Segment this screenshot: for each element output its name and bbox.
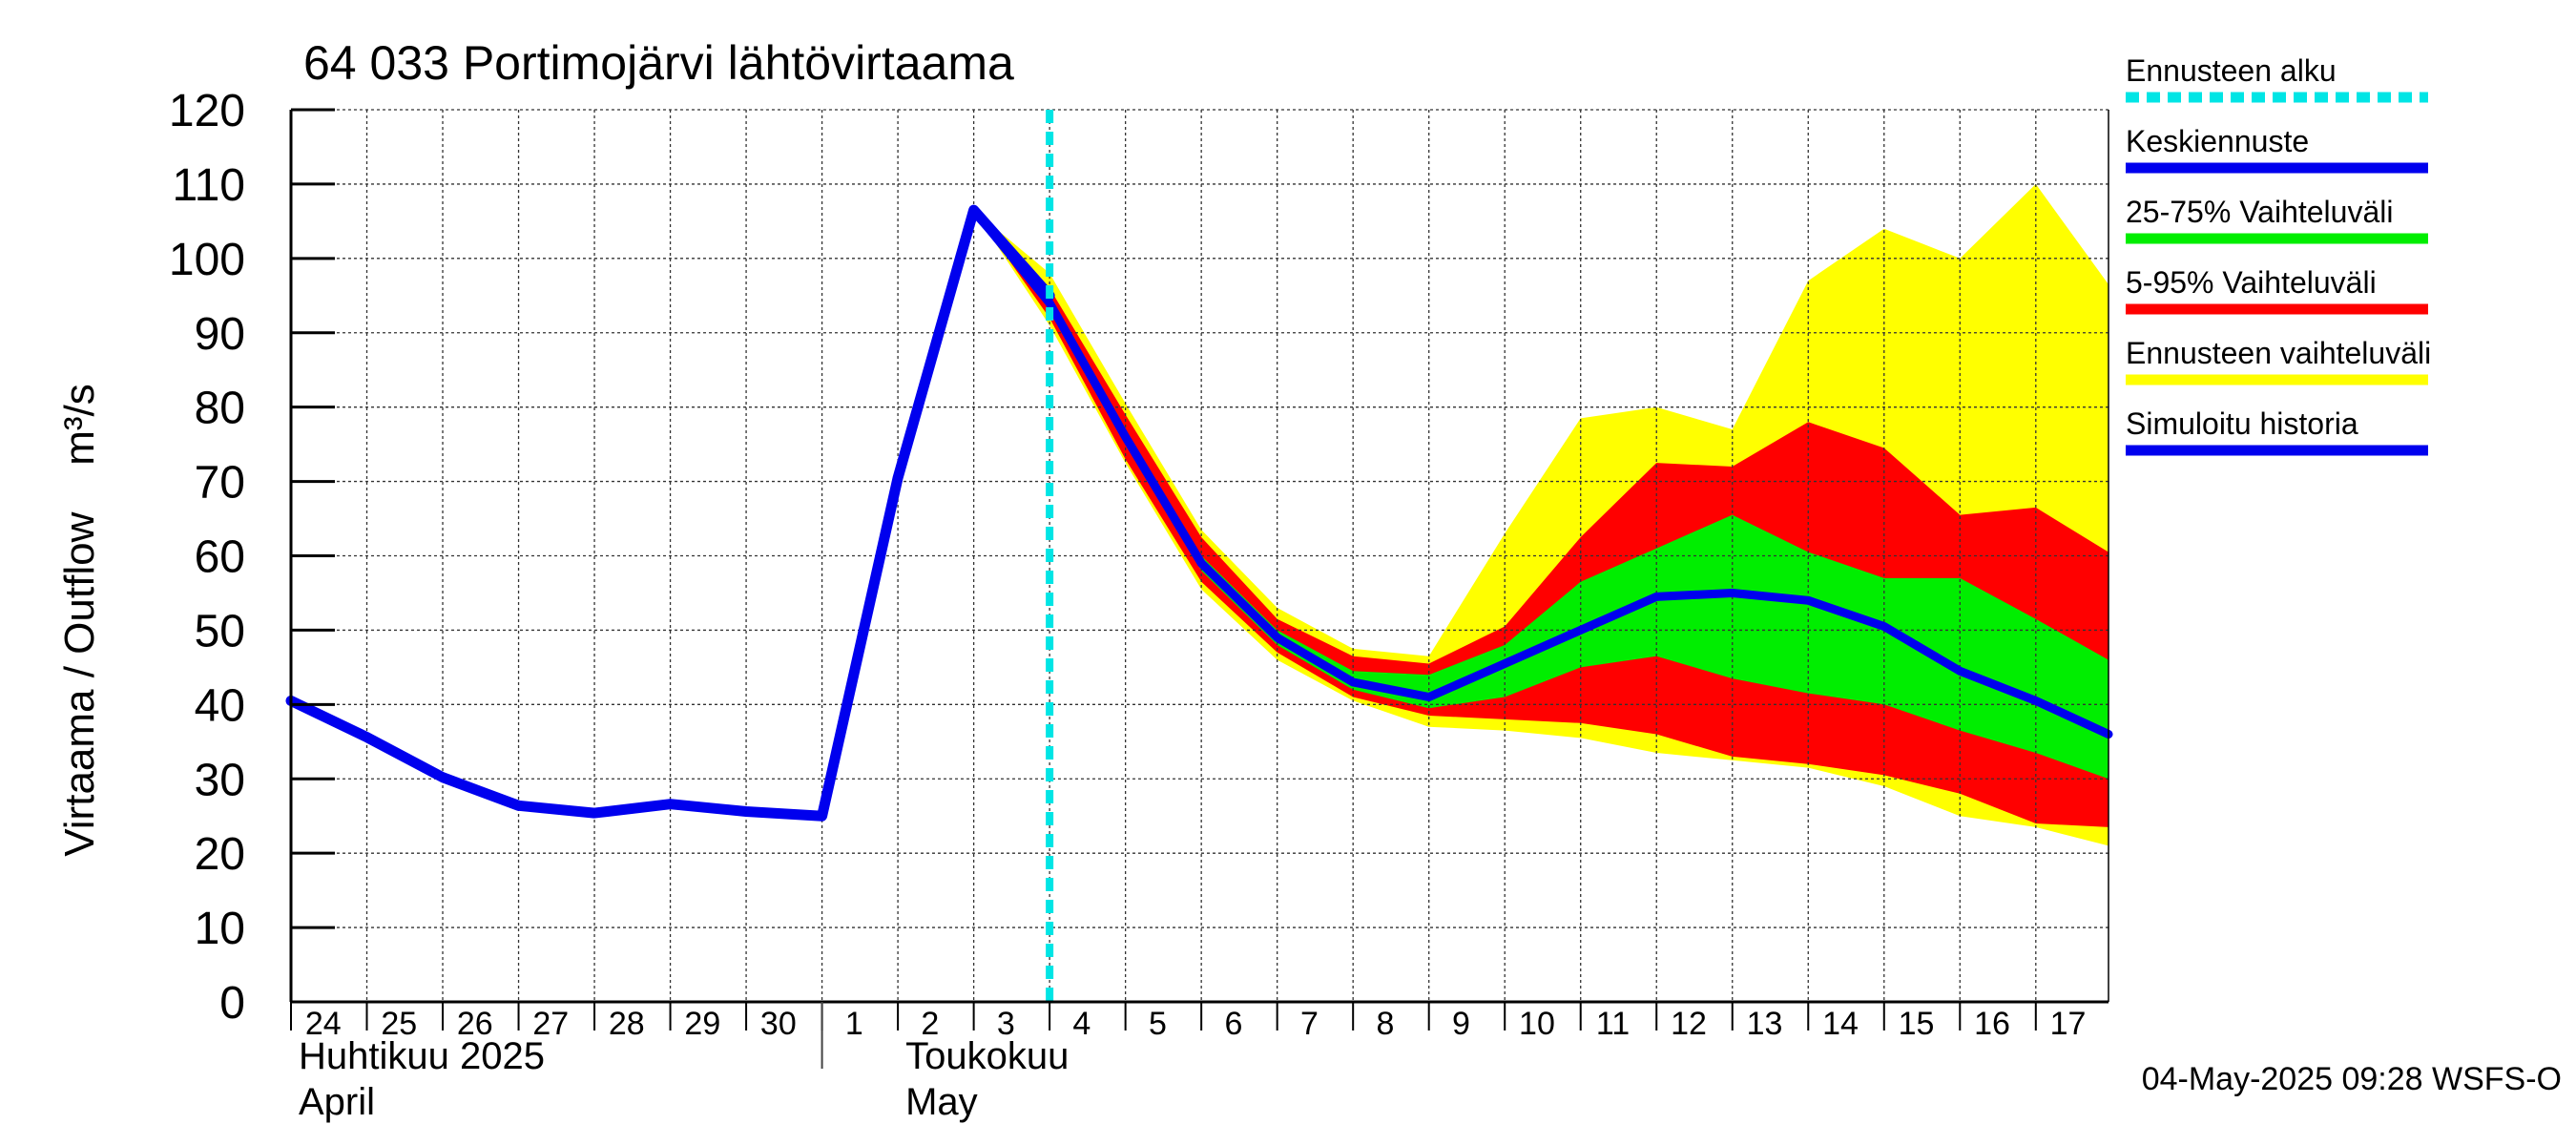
x-tick-label: 27 bbox=[532, 1006, 569, 1042]
x-tick-label: 12 bbox=[1671, 1006, 1707, 1042]
month-label-fi: Toukokuu bbox=[905, 1035, 1069, 1077]
x-tick-label: 28 bbox=[609, 1006, 645, 1042]
y-tick-label: 90 bbox=[195, 309, 245, 360]
x-tick-label: 4 bbox=[1072, 1006, 1091, 1042]
month-label-en: May bbox=[905, 1081, 978, 1123]
legend-label: Ennusteen vaihteluväli bbox=[2126, 336, 2431, 370]
legend-label: Ennusteen alku bbox=[2126, 53, 2337, 88]
x-tick-label: 29 bbox=[684, 1006, 720, 1042]
month-label-fi: Huhtikuu 2025 bbox=[299, 1035, 545, 1077]
y-axis-ticks: 0 10 20 30 40 50 60 70 80 90 100 110 120 bbox=[169, 86, 335, 1029]
band-25-75 bbox=[973, 210, 2109, 780]
x-tick-label: 17 bbox=[2050, 1006, 2087, 1042]
x-axis-ticks: 24 25 26 27 28 29 30 1 2 3 4 5 6 7 8 9 10 11 12 13 14 15 16 17H… bbox=[290, 1002, 2087, 1123]
y-tick-label: 50 bbox=[195, 606, 245, 656]
y-tick-label: 120 bbox=[169, 86, 245, 136]
timestamp-footer: 04-May-2025 09:28 WSFS-O bbox=[2142, 1061, 2562, 1097]
x-tick-label: 8 bbox=[1376, 1006, 1394, 1042]
x-tick-label: 26 bbox=[457, 1006, 493, 1042]
x-tick-label: 9 bbox=[1452, 1006, 1470, 1042]
x-tick-label: 3 bbox=[997, 1006, 1015, 1042]
month-label-en: April bbox=[299, 1081, 375, 1123]
y-tick-label: 0 bbox=[219, 978, 245, 1029]
x-tick-label: 7 bbox=[1300, 1006, 1319, 1042]
x-tick-label: 14 bbox=[1822, 1006, 1859, 1042]
chart-title: 64 033 Portimojärvi lähtövirtaama bbox=[303, 36, 1014, 90]
y-axis-label: Virtaama / Outflow m³/s bbox=[56, 384, 103, 857]
y-tick-label: 80 bbox=[195, 384, 245, 434]
x-tick-label: 5 bbox=[1149, 1006, 1167, 1042]
y-tick-label: 30 bbox=[195, 755, 245, 805]
y-tick-label: 60 bbox=[195, 532, 245, 583]
x-tick-label: 30 bbox=[760, 1006, 797, 1042]
x-tick-label: 15 bbox=[1899, 1006, 1935, 1042]
y-tick-label: 110 bbox=[172, 160, 245, 211]
x-tick-label: 24 bbox=[305, 1006, 342, 1042]
history-line bbox=[285, 204, 1055, 822]
forecast-bands bbox=[973, 183, 2109, 846]
legend-label: Simuloitu historia bbox=[2126, 406, 2358, 441]
x-tick-label: 16 bbox=[1974, 1006, 2010, 1042]
legend-label: Keskiennuste bbox=[2126, 124, 2309, 158]
x-tick-label: 11 bbox=[1596, 1006, 1630, 1042]
x-tick-label: 2 bbox=[921, 1006, 939, 1042]
x-tick-label: 13 bbox=[1747, 1006, 1783, 1042]
legend-label: 25-75% Vaihteluväli bbox=[2126, 195, 2393, 229]
y-tick-label: 70 bbox=[195, 458, 245, 509]
y-tick-label: 100 bbox=[169, 235, 245, 285]
x-tick-label: 6 bbox=[1224, 1006, 1242, 1042]
series-lines bbox=[285, 110, 2113, 1002]
x-tick-label: 25 bbox=[381, 1006, 417, 1042]
x-tick-label: 10 bbox=[1519, 1006, 1555, 1042]
y-tick-label: 20 bbox=[195, 829, 245, 880]
y-tick-label: 40 bbox=[195, 680, 245, 731]
y-tick-label: 10 bbox=[195, 904, 245, 954]
x-tick-label: 1 bbox=[845, 1006, 863, 1042]
legend-label: 5-95% Vaihteluväli bbox=[2126, 265, 2377, 300]
median-forecast-line bbox=[969, 205, 2113, 739]
legend: Ennusteen alku Keskiennuste 25-75% Vaihtel… bbox=[2126, 53, 2431, 456]
